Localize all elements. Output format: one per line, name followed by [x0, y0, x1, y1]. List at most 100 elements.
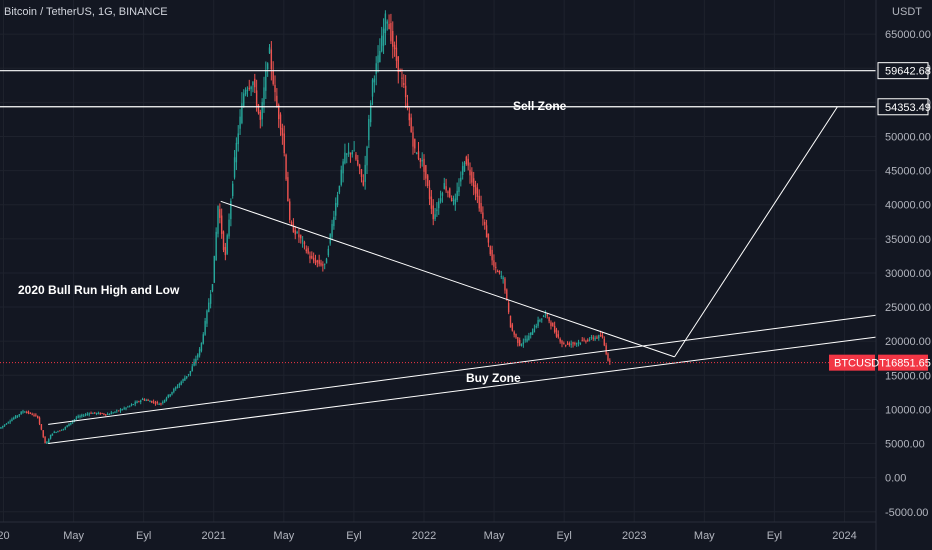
- candle-body: [270, 49, 273, 70]
- candle-body: [553, 325, 556, 332]
- last-price-box: [878, 354, 928, 371]
- candle-body: [460, 177, 462, 182]
- candle-body: [90, 412, 92, 414]
- candle-body: [395, 47, 398, 61]
- candle-body: [539, 320, 541, 322]
- buy-zone-label[interactable]: Buy Zone: [466, 371, 521, 385]
- candle-body: [320, 262, 322, 266]
- candle-body: [66, 425, 68, 427]
- candle-body: [97, 412, 100, 414]
- trend-line: [220, 200, 675, 358]
- candle-body: [138, 401, 140, 403]
- candle-body: [561, 340, 563, 344]
- candle-body: [583, 339, 585, 341]
- candle-body: [507, 302, 510, 313]
- candle-body: [362, 180, 365, 186]
- candle-body: [222, 231, 225, 250]
- candle-body: [439, 198, 442, 202]
- candle-body: [44, 436, 46, 443]
- candle-body: [141, 399, 144, 401]
- candle-body: [165, 397, 168, 401]
- candle-body: [605, 345, 607, 354]
- candle-body: [208, 302, 210, 312]
- candle-body: [25, 412, 28, 414]
- candle-body: [105, 414, 107, 416]
- candle-body: [259, 111, 262, 120]
- candle-body: [360, 169, 363, 177]
- candle-body: [217, 206, 219, 234]
- candle-body: [336, 195, 339, 206]
- candle-body: [472, 178, 475, 188]
- candle-body: [2, 425, 4, 428]
- candle-body: [49, 434, 52, 439]
- level-price-box: [877, 62, 929, 80]
- trend-lines: [48, 106, 877, 445]
- time-tick-label: Eyl: [767, 530, 782, 542]
- candle-body: [20, 411, 22, 415]
- candle-body: [213, 255, 216, 283]
- candle-body: [173, 388, 175, 393]
- candle-body: [311, 255, 313, 259]
- candle-body: [117, 410, 120, 412]
- symbol-title[interactable]: Bitcoin / TetherUS, 1G, BINANCE: [4, 6, 168, 18]
- candle-body: [452, 200, 455, 202]
- candle-body: [276, 95, 278, 107]
- candle-body: [301, 240, 304, 242]
- candle-body: [191, 366, 193, 372]
- time-tick-label: May: [484, 530, 505, 542]
- candle-body: [526, 338, 528, 342]
- candle-body: [16, 415, 19, 417]
- candle-body: [106, 414, 109, 416]
- sell-zone-label[interactable]: Sell Zone: [513, 99, 567, 113]
- candle-body: [11, 419, 13, 422]
- horizontal-levels: [0, 70, 876, 108]
- candle-body: [162, 401, 164, 404]
- candle-body: [502, 277, 504, 280]
- candle-body: [134, 402, 136, 405]
- candle-body: [307, 248, 309, 254]
- bull-run-label[interactable]: 2020 Bull Run High and Low: [18, 283, 180, 297]
- candle-body: [555, 329, 558, 337]
- symbol-badge-label: BTCUSDT: [834, 358, 886, 370]
- candle-body: [248, 87, 250, 89]
- candle-body: [474, 184, 477, 194]
- candle-body: [603, 338, 606, 346]
- candle-body: [531, 331, 534, 335]
- candle-body: [342, 161, 344, 174]
- trend-line: [48, 314, 877, 425]
- candle-body: [592, 337, 594, 339]
- candle-body: [230, 200, 232, 220]
- candle-body: [254, 78, 256, 88]
- candle-body: [463, 162, 466, 172]
- candle-body: [410, 117, 412, 133]
- candle-body: [136, 401, 138, 404]
- candle-body: [577, 342, 580, 344]
- price-tick-label: 50000.00: [885, 131, 931, 143]
- candle-body: [461, 166, 464, 175]
- candle-body: [187, 374, 190, 376]
- candle-body: [469, 169, 471, 176]
- candle-body: [598, 335, 600, 339]
- candle-body: [609, 360, 611, 362]
- candle-body: [340, 169, 342, 185]
- candle-body: [287, 177, 289, 202]
- candle-body: [535, 326, 537, 328]
- candle-body: [579, 342, 582, 344]
- candle-body: [419, 158, 422, 162]
- candle-body: [316, 260, 319, 263]
- candle-body: [186, 376, 188, 378]
- candle-body: [77, 416, 79, 418]
- candle-body: [375, 63, 377, 74]
- time-tick-label: 2024: [832, 530, 856, 542]
- candle-body: [485, 225, 488, 238]
- candle-body: [601, 335, 604, 338]
- candle-body: [289, 201, 291, 220]
- candle-body: [127, 406, 129, 408]
- candle-body: [35, 414, 37, 416]
- candle-body: [189, 370, 192, 374]
- candle-body: [195, 358, 197, 364]
- level-price-label: 59642.68: [885, 66, 931, 78]
- candle-body: [202, 334, 204, 344]
- candle-body: [103, 413, 105, 415]
